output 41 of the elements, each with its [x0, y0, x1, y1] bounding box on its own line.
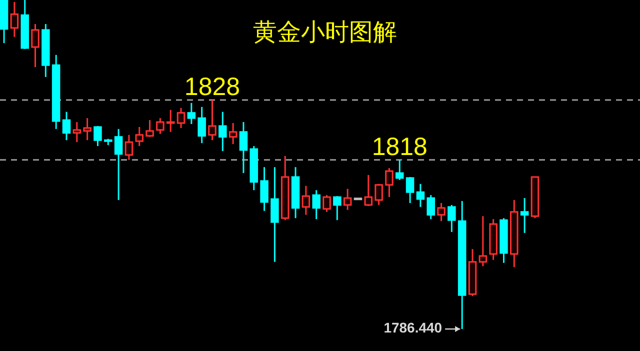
candlestick [385, 167, 394, 198]
candlestick [396, 159, 404, 181]
candlestick [448, 204, 456, 233]
candlestick [416, 183, 425, 208]
candlestick [302, 185, 310, 216]
candlestick [478, 215, 488, 267]
candlestick [270, 166, 279, 263]
candlestick [156, 117, 164, 135]
candlestick [135, 126, 144, 147]
candlestick [364, 174, 373, 207]
candlestick [437, 202, 446, 222]
annotation: 1786.440 [384, 320, 442, 336]
candlestick [333, 195, 342, 221]
candlestick [166, 109, 175, 133]
candlestick [218, 111, 227, 152]
annotation: 1828 [184, 73, 240, 102]
candlestick [198, 106, 206, 144]
annotation: 1818 [372, 132, 428, 161]
text: 黄金小时图解 [253, 18, 397, 46]
candlestick [374, 183, 383, 206]
candlestick [62, 111, 71, 141]
candlestick [426, 194, 435, 220]
candlestick [520, 197, 529, 234]
candlestick [260, 166, 268, 212]
candlestick [146, 119, 154, 138]
candlestick [208, 99, 216, 141]
candlestick [406, 176, 414, 204]
candlestick [239, 121, 248, 174]
candlestick [31, 23, 40, 68]
candlestick [114, 128, 123, 201]
candlestick [322, 194, 331, 213]
candlestick [10, 1, 19, 38]
candlestick [94, 125, 102, 147]
candlestick [228, 122, 238, 145]
candlestick [124, 134, 134, 161]
candlestick [187, 102, 196, 125]
candlestick [312, 189, 320, 220]
candlestick [343, 188, 352, 211]
candlestick [72, 121, 82, 143]
candlestick [176, 107, 186, 129]
candlestick [83, 117, 92, 141]
